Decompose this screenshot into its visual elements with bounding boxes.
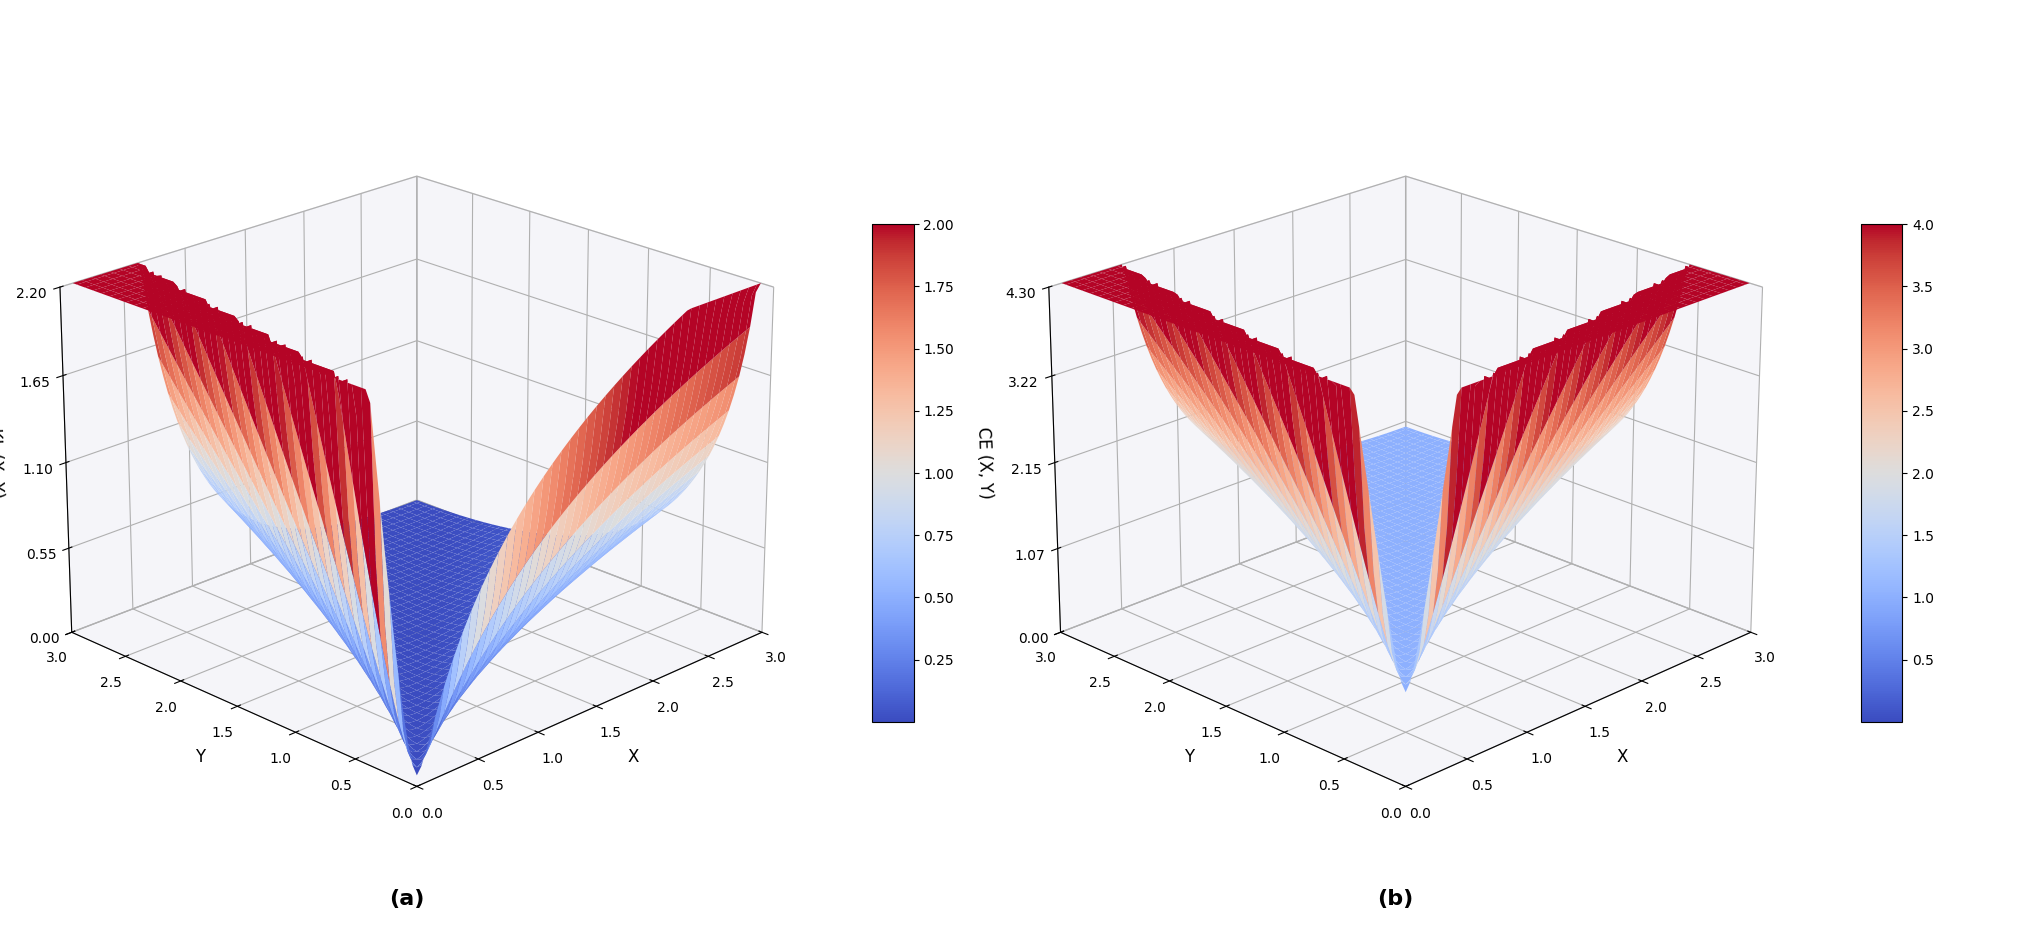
Y-axis label: Y: Y xyxy=(1185,747,1195,765)
Text: (b): (b) xyxy=(1378,889,1414,909)
X-axis label: X: X xyxy=(628,747,638,765)
Text: (a): (a) xyxy=(388,889,425,909)
Y-axis label: Y: Y xyxy=(195,747,205,765)
X-axis label: X: X xyxy=(1615,747,1628,765)
